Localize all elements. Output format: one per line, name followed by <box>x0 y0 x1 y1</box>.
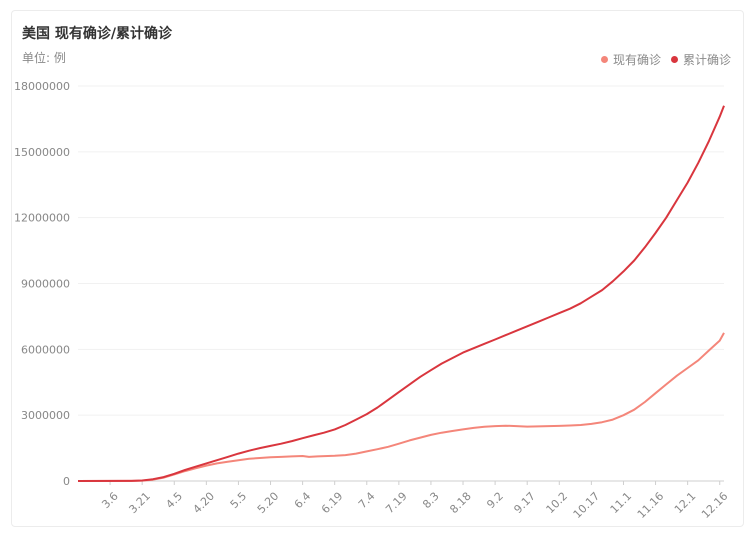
x-tick-label: 12.16 <box>699 490 730 521</box>
x-tick-label: 9.2 <box>484 490 506 512</box>
x-tick-label: 6.4 <box>292 490 314 512</box>
y-tick-label: 12000000 <box>14 212 70 225</box>
x-tick-label: 3.6 <box>99 490 121 512</box>
x-tick-label: 9.17 <box>511 490 538 517</box>
x-tick-label: 3.21 <box>126 490 153 517</box>
x-tick-label: 11.16 <box>635 490 666 521</box>
x-tick-label: 4.20 <box>191 490 218 517</box>
legend-dot-cumulative-icon <box>670 56 678 63</box>
legend-item-cumulative[interactable]: 累计确诊 <box>670 51 731 68</box>
series-line-current[interactable] <box>77 332 725 482</box>
x-tick-label: 7.19 <box>383 490 410 517</box>
grid-lines <box>78 85 724 482</box>
x-tick-label: 5.20 <box>255 490 282 517</box>
x-tick-label: 7.4 <box>356 490 378 512</box>
x-tick-label: 10.17 <box>571 490 602 521</box>
series-line-cumulative[interactable] <box>77 105 725 482</box>
series-lines <box>77 105 725 482</box>
x-tick-label: 12.1 <box>672 490 699 517</box>
legend: 现有确诊 累计确诊 <box>600 51 731 68</box>
legend-label-cumulative: 累计确诊 <box>682 53 731 67</box>
x-tick-label: 4.5 <box>163 490 185 512</box>
x-axis-tick-labels: 3.6 3.21 4.5 4.20 5.5 5.20 6.4 6.19 7.4 7.19 8.3 8.… <box>99 481 731 521</box>
x-tick-label: 8.18 <box>447 490 474 517</box>
x-tick-label: 10.2 <box>544 490 571 517</box>
y-tick-label: 0 <box>63 475 70 488</box>
y-tick-label: 3000000 <box>21 409 70 422</box>
x-tick-label: 5.5 <box>228 490 250 512</box>
legend-item-current[interactable]: 现有确诊 <box>600 51 661 68</box>
x-tick-label: 8.3 <box>420 490 442 512</box>
y-tick-label: 15000000 <box>14 146 70 159</box>
chart-card: 美国 现有确诊/累计确诊 单位: 例 现有确诊 累计确诊 <box>11 10 744 527</box>
chart-title: 美国 现有确诊/累计确诊 <box>22 26 172 42</box>
x-tick-label: 6.19 <box>319 490 346 517</box>
x-tick-label: 11.1 <box>608 490 635 517</box>
legend-label-current: 现有确诊 <box>612 53 661 67</box>
y-tick-label: 9000000 <box>21 278 70 291</box>
y-tick-label: 18000000 <box>14 80 70 93</box>
legend-dot-current-icon <box>600 56 608 63</box>
chart-unit-label: 单位: 例 <box>22 51 66 65</box>
y-axis-tick-labels: 0 3000000 6000000 9000000 12000000 15000000 18… <box>14 80 70 488</box>
y-tick-label: 6000000 <box>21 343 70 356</box>
